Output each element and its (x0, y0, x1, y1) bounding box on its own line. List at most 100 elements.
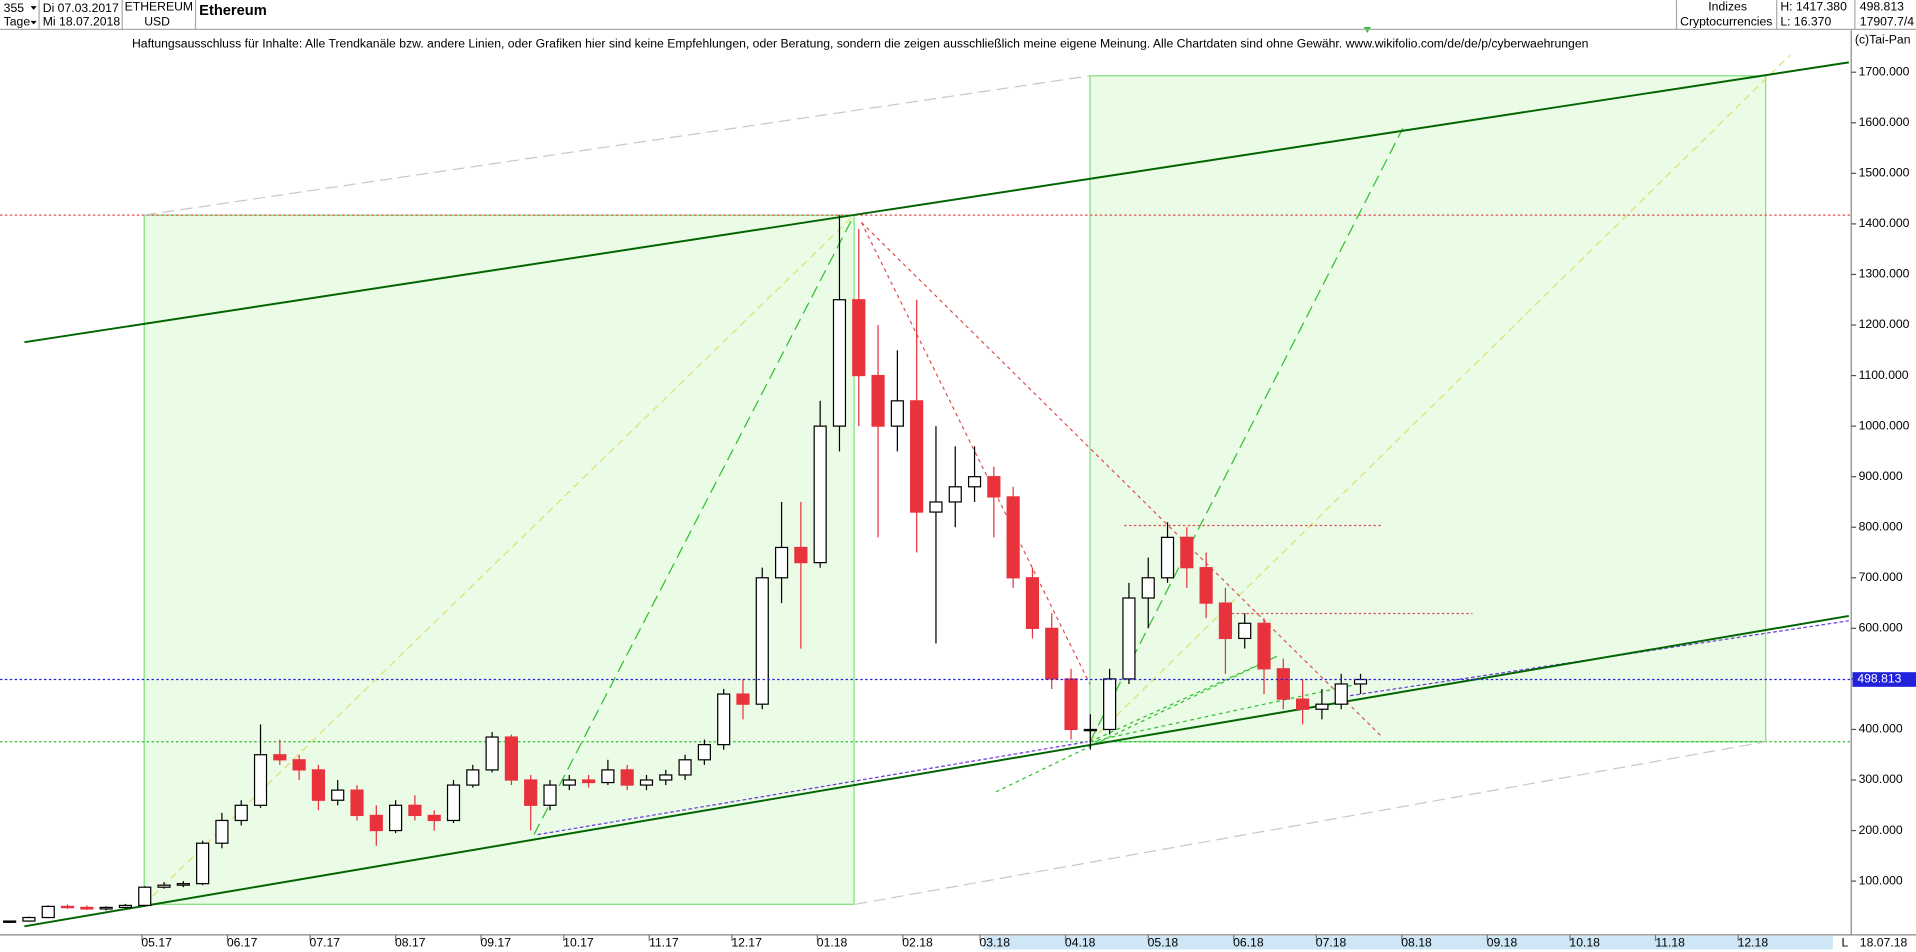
box (1089, 75, 1767, 743)
symbol: ETHEREUM (125, 0, 193, 14)
guide-line (995, 655, 1278, 793)
high: H: 1417.380 (1780, 0, 1847, 14)
candle-body (331, 789, 345, 801)
candle-body (1045, 627, 1059, 680)
candle-body (1180, 536, 1194, 569)
candle-body (871, 374, 885, 427)
candle-body (273, 754, 287, 761)
channel-line (24, 614, 1849, 928)
candle-body (215, 819, 229, 844)
scale-mode[interactable]: L (1841, 936, 1848, 950)
market: Cryptocurrencies (1680, 14, 1772, 28)
y-tick-label: 600.000 (1859, 621, 1903, 635)
y-tick-label: 1200.000 (1859, 317, 1910, 331)
disclaimer: Haftungsausschluss für Inhalte: Alle Tre… (132, 36, 1588, 50)
candle-body (967, 476, 982, 488)
candle-body (987, 476, 1001, 498)
y-tick-label: 1100.000 (1859, 368, 1909, 382)
guide-line (533, 214, 855, 835)
last: 498.813 (1860, 0, 1904, 14)
candle-body (1296, 698, 1310, 710)
y-tick-label: 800.000 (1859, 519, 1903, 533)
candle-body (601, 769, 615, 784)
candle-body (1334, 683, 1348, 705)
candle-body (697, 744, 711, 761)
y-tick-label: 1700.000 (1859, 64, 1910, 78)
trend-line (537, 741, 1088, 836)
currency: USD (144, 14, 170, 28)
candle-body (292, 759, 306, 771)
plot (3, 215, 1368, 924)
last-price-box (1852, 672, 1916, 687)
candle-body (3, 920, 17, 923)
candle-body (1160, 536, 1175, 579)
candle-body (948, 486, 962, 503)
y-tick-label: 1500.000 (1859, 166, 1910, 180)
candle-body (1141, 577, 1155, 599)
candle-body (118, 904, 133, 909)
candle-body (1006, 496, 1020, 579)
candle-body (427, 814, 441, 822)
candle-body (1353, 678, 1368, 685)
y-tick-label: 1600.000 (1859, 115, 1910, 129)
candle-body (138, 886, 152, 907)
candle-body (504, 736, 518, 781)
candle-body (389, 804, 403, 832)
candle-body (176, 883, 190, 886)
candle-body (408, 804, 422, 817)
x-tick-label: 08.17 (395, 936, 426, 950)
annotations (0, 26, 1852, 928)
candle-body (639, 779, 654, 786)
guide-line (860, 222, 1091, 685)
candle-body (1199, 567, 1213, 604)
candle-body (755, 577, 769, 705)
candle-body (350, 789, 364, 817)
candle-body (890, 400, 904, 427)
x-tick-label: 05.17 (141, 936, 172, 950)
candle-body (1122, 597, 1136, 680)
candle-body (1257, 622, 1271, 670)
x-tick-label: 11.18 (1655, 936, 1685, 950)
candle-body (1218, 602, 1233, 640)
period[interactable]: 355 (4, 1, 25, 15)
guide-line (1089, 655, 1278, 743)
last-price-label: 498.813 (1857, 672, 1901, 686)
candle-body (1083, 728, 1097, 732)
candle-body (466, 769, 480, 786)
candle-body (311, 769, 326, 801)
chart-title: Ethereum (199, 3, 267, 19)
x-tick-label: 06.18 (1233, 936, 1264, 950)
candle-body (446, 784, 461, 822)
candle-body (99, 906, 113, 910)
y-tick-label: 200.000 (1859, 823, 1903, 837)
candle-body (369, 814, 383, 832)
unit[interactable]: Tage (4, 14, 31, 28)
candle-body (1064, 678, 1078, 731)
guide-line (1089, 683, 1357, 743)
candle-body (717, 693, 731, 746)
x-tick-label: 09.18 (1487, 936, 1518, 950)
y-tick-label: 1400.000 (1859, 216, 1910, 230)
x-tick-label: 03.18 (979, 936, 1010, 950)
candle-body (157, 884, 171, 888)
candle-body (562, 779, 576, 786)
candle-body (1276, 668, 1290, 700)
candle-body (794, 546, 808, 564)
candle-body (22, 916, 36, 922)
x-tick-label: 11.17 (649, 936, 679, 950)
candle-body (929, 501, 943, 513)
x-tick-label: 07.18 (1316, 936, 1347, 950)
copyright: (c)Tai-Pan (1855, 33, 1911, 47)
candle-body (659, 774, 673, 781)
candle-body (852, 299, 866, 377)
y-tick-label: 1300.000 (1859, 267, 1910, 281)
x-tick-label: 10.18 (1569, 936, 1600, 950)
candle-body (832, 299, 847, 427)
range-band (983, 936, 1833, 950)
y-tick-label: 900.000 (1859, 469, 1903, 483)
end-date: Mi 18.07.2018 (43, 14, 121, 28)
guide-line (1089, 128, 1404, 743)
candle-body (736, 693, 750, 705)
